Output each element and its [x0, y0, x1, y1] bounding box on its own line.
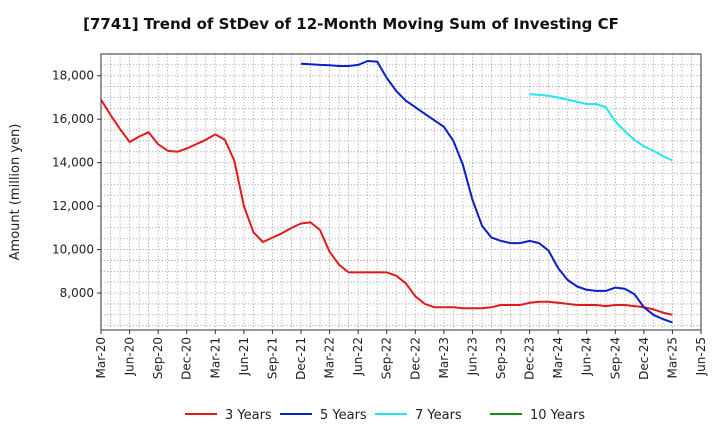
x-tick-label: Mar-23 [437, 337, 451, 378]
series-line-5-years [300, 60, 673, 324]
y-tick-label: 8,000 [60, 286, 94, 300]
grid [100, 53, 702, 330]
legend-label-7-years: 7 Years [415, 408, 462, 423]
x-tick-label: Mar-22 [323, 337, 337, 378]
x-tick-label: Jun-20 [123, 337, 137, 376]
legend-label-3-years: 3 Years [225, 408, 272, 423]
legend-label-5-years: 5 Years [320, 408, 367, 423]
y-axis-label: Amount (million yen) [8, 124, 23, 261]
y-tick-label: 18,000 [52, 69, 94, 83]
x-tick-label: Jun-24 [580, 337, 594, 376]
y-axis-ticks: 8,000 10,000 12,000 14,000 16,000 18,000 [52, 69, 101, 300]
x-tick-label: Mar-20 [94, 337, 108, 378]
x-tick-label: Jun-23 [465, 337, 479, 376]
x-tick-label: Jun-22 [351, 337, 365, 376]
x-tick-label: Sep-23 [494, 337, 508, 379]
series-line-3-years [100, 99, 673, 316]
y-tick-label: 12,000 [52, 199, 94, 213]
series-line-7-years [529, 93, 673, 162]
x-tick-label: Jun-25 [694, 337, 708, 376]
legend-label-10-years: 10 Years [530, 408, 585, 423]
x-tick-label: Dec-22 [408, 337, 422, 380]
x-tick-label: Dec-21 [294, 337, 308, 380]
legend: 3 Years 5 Years 7 Years 10 Years [185, 408, 585, 423]
x-tick-label: Mar-24 [551, 337, 565, 378]
x-tick-label: Sep-21 [265, 337, 279, 379]
y-tick-label: 10,000 [52, 243, 94, 257]
x-tick-label: Dec-23 [523, 337, 537, 380]
x-tick-label: Mar-21 [208, 337, 222, 378]
x-tick-label: Mar-25 [665, 337, 679, 378]
series-lines [100, 60, 673, 324]
x-tick-label: Dec-20 [180, 337, 194, 380]
x-tick-label: Sep-24 [608, 337, 622, 379]
x-tick-label: Sep-20 [151, 337, 165, 379]
chart-title: [7741] Trend of StDev of 12-Month Moving… [83, 15, 619, 33]
x-axis-ticks: Mar-20 Jun-20 Sep-20 Dec-20 Mar-21 Jun-21 Sep-… [94, 330, 708, 380]
y-tick-label: 16,000 [52, 112, 94, 126]
x-tick-label: Dec-24 [637, 337, 651, 380]
x-tick-label: Jun-21 [237, 337, 251, 376]
x-tick-label: Sep-22 [380, 337, 394, 379]
y-tick-label: 14,000 [52, 156, 94, 170]
plot-frame [100, 53, 702, 331]
